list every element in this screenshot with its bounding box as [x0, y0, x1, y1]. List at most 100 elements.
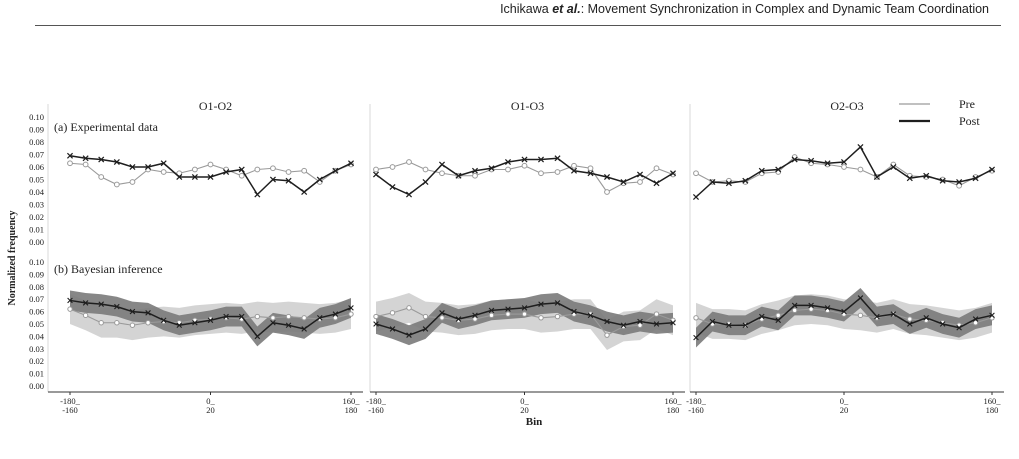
y-tick-label: 0.02 — [29, 212, 44, 222]
x-tick-label: -160 — [62, 405, 78, 415]
marker-pre — [857, 166, 864, 173]
marker-pre — [82, 312, 89, 319]
marker-post — [254, 333, 261, 340]
series-line-post — [69, 155, 352, 196]
marker-post — [571, 308, 577, 315]
marker-pre — [505, 311, 511, 317]
marker-post — [906, 321, 913, 327]
marker-pre — [472, 316, 478, 322]
marker-pre — [956, 182, 963, 189]
marker-pre — [505, 166, 511, 173]
marker-post — [145, 163, 152, 171]
y-tick-label: 0.07 — [29, 150, 44, 160]
marker-post — [98, 156, 105, 163]
marker-post — [972, 316, 979, 322]
marker-post — [537, 156, 545, 163]
marker-post — [554, 300, 561, 306]
marker-post — [160, 317, 167, 324]
marker-pre — [604, 189, 610, 195]
marker-pre — [422, 166, 429, 173]
marker-post — [693, 334, 699, 341]
y-tick-label: 0.00 — [29, 381, 44, 391]
marker-post — [67, 297, 73, 304]
y-tick-label: 0.09 — [29, 125, 44, 135]
marker-post — [316, 315, 323, 321]
marker-post — [637, 318, 643, 325]
marker-post — [332, 167, 339, 174]
marker-post — [538, 301, 544, 307]
marker-post — [840, 158, 848, 166]
marker-post — [939, 321, 946, 327]
marker-pre — [538, 170, 544, 177]
marker-post — [857, 295, 864, 301]
x-tick-label: 160_ — [343, 396, 361, 406]
marker-post — [422, 178, 429, 186]
y-tick-label: 0.00 — [29, 237, 44, 247]
marker-pre — [254, 313, 261, 320]
marker-pre — [422, 313, 429, 320]
marker-post — [285, 177, 292, 184]
marker-pre — [439, 315, 445, 321]
legend-pre-label: Pre — [959, 97, 975, 111]
y-axis-label: Normalized frequency — [7, 210, 18, 305]
marker-post — [347, 160, 355, 167]
marker-pre — [98, 174, 105, 180]
marker-pre — [270, 165, 276, 172]
marker-post — [505, 306, 511, 312]
marker-post — [406, 332, 412, 338]
marker-post — [742, 177, 749, 184]
x-tick-label: 180 — [667, 405, 680, 415]
marker-pre — [389, 164, 396, 170]
marker-post — [176, 173, 183, 181]
y-tick-label: 0.07 — [29, 294, 44, 304]
marker-pre — [98, 320, 104, 326]
marker-post — [636, 171, 644, 178]
marker-post — [669, 170, 677, 177]
marker-post — [603, 173, 611, 181]
marker-pre — [82, 161, 89, 168]
marker-post — [373, 321, 379, 327]
marker-post — [906, 175, 913, 182]
band-post — [696, 288, 992, 348]
marker-pre — [67, 160, 73, 167]
x-tick-label: 20 — [520, 405, 529, 415]
y-tick-label: 0.01 — [29, 369, 44, 379]
marker-pre — [808, 306, 814, 312]
marker-post — [620, 178, 627, 186]
marker-pre — [604, 332, 610, 338]
marker-post — [471, 167, 479, 174]
x-tick-label: -160 — [368, 405, 384, 415]
marker-post — [873, 173, 880, 181]
marker-pre — [129, 179, 136, 185]
marker-post — [455, 172, 462, 179]
y-tick-label: 0.01 — [29, 225, 44, 235]
marker-post — [841, 308, 847, 315]
marker-post — [316, 176, 323, 183]
marker-pre — [693, 315, 699, 321]
header-authors: Ichikawa et al. — [500, 2, 581, 16]
y-tick-label: 0.09 — [29, 269, 44, 279]
x-tick-label: 180 — [986, 405, 999, 415]
marker-post — [725, 180, 732, 187]
marker-post — [98, 301, 105, 307]
y-tick-label: 0.08 — [29, 282, 44, 292]
marker-post — [587, 312, 594, 319]
marker-post — [939, 177, 946, 184]
marker-post — [989, 312, 995, 319]
marker-pre — [301, 315, 307, 321]
marker-post — [114, 303, 120, 310]
marker-pre — [332, 315, 339, 321]
marker-post — [160, 160, 167, 167]
marker-pre — [653, 311, 660, 317]
marker-post — [192, 319, 198, 326]
marker-post — [758, 167, 765, 174]
marker-post — [488, 307, 495, 314]
marker-post — [389, 326, 396, 332]
y-tick-label: 0.06 — [29, 307, 44, 317]
x-tick-label: 0_ — [520, 396, 529, 406]
marker-pre — [857, 312, 864, 319]
x-tick-label: 20 — [206, 405, 215, 415]
legend: Pre Post — [899, 97, 980, 128]
marker-post — [285, 322, 292, 329]
